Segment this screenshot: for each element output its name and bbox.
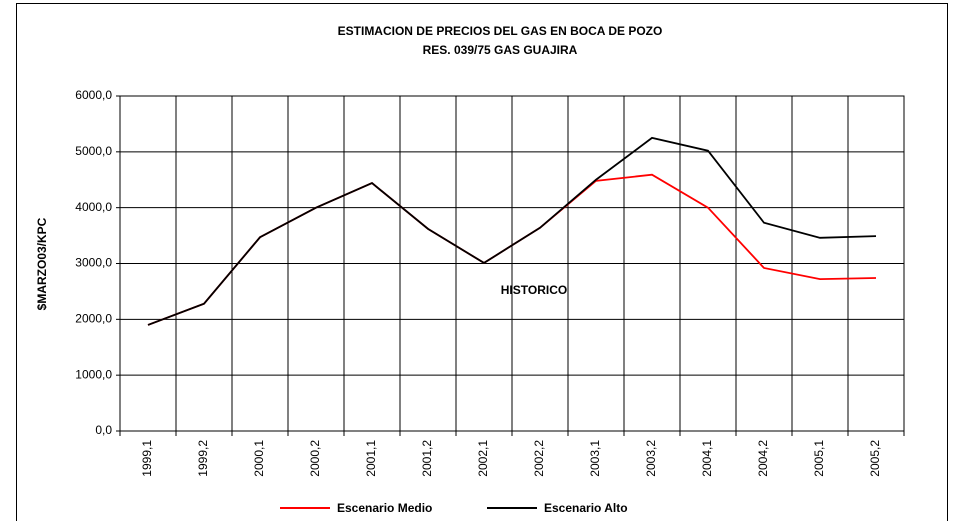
x-tick-label: 2002,1 [476, 440, 490, 477]
x-tick-label: 2003,1 [588, 440, 602, 477]
x-tick-label: 2002,2 [532, 440, 546, 477]
x-tick-label: 2004,1 [700, 440, 714, 477]
y-tick-label: 3000,0 [75, 256, 112, 270]
y-tick-label: 6000,0 [75, 88, 112, 102]
y-tick-label: 2000,0 [75, 312, 112, 326]
x-tick-label: 2000,2 [308, 440, 322, 477]
x-tick-label: 1999,2 [196, 440, 210, 477]
x-tick-label: 2005,2 [868, 440, 882, 477]
x-tick-label: 2001,1 [364, 440, 378, 477]
legend-label: Escenario Alto [544, 501, 628, 515]
x-tick-label: 2000,1 [252, 440, 266, 477]
line-series [147, 136, 877, 326]
legend-label: Escenario Medio [337, 501, 432, 515]
x-tick-label: 1999,1 [140, 440, 154, 477]
chart-subtitle: RES. 039/75 GAS GUAJIRA [423, 43, 578, 57]
y-tick-label: 5000,0 [75, 144, 112, 158]
x-tick-label: 2001,2 [420, 440, 434, 477]
y-axis-label: $MARZO03/KPC [35, 217, 49, 310]
y-tick-label: 4000,0 [75, 200, 112, 214]
annotation: HISTORICO [501, 283, 567, 297]
x-tick-label: 2004,2 [756, 440, 770, 477]
chart-title: ESTIMACION DE PRECIOS DEL GAS EN BOCA DE… [338, 24, 663, 38]
x-tick-label: 2005,1 [812, 440, 826, 477]
x-tick-label: 2003,2 [644, 440, 658, 477]
y-tick-label: 1000,0 [75, 367, 112, 381]
y-tick-label: 0,0 [95, 423, 112, 437]
